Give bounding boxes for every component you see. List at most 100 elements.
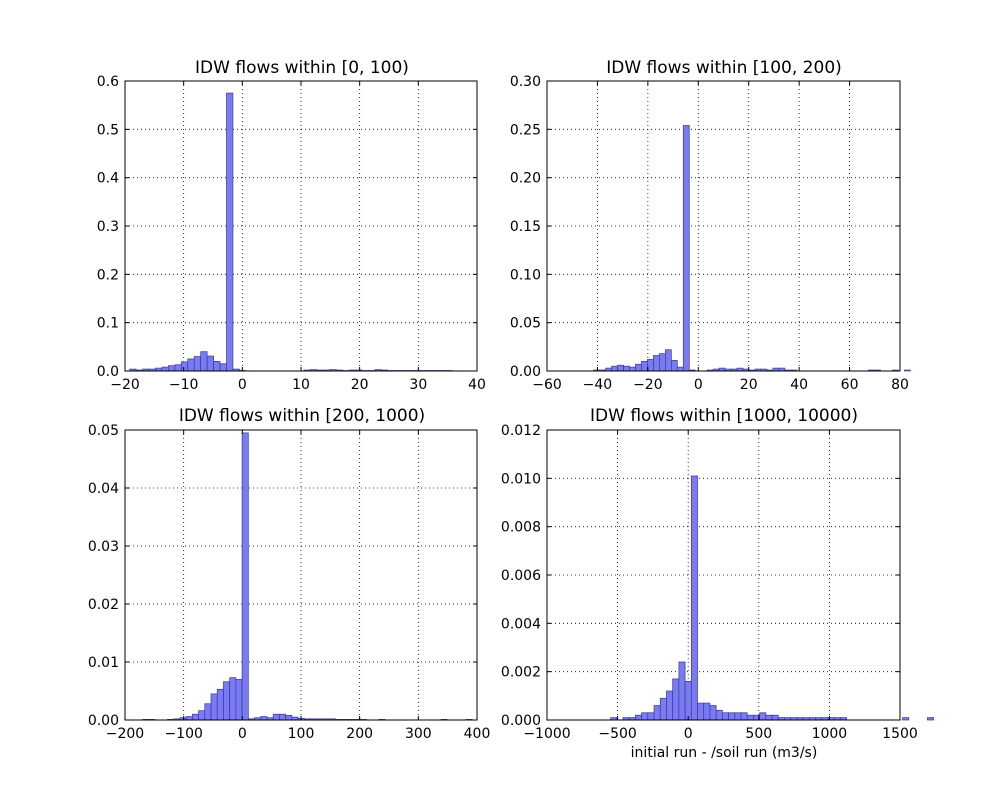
grid	[547, 81, 900, 371]
x-tick-label: −200	[106, 726, 144, 742]
histogram-bar	[198, 710, 206, 721]
histogram-bar	[722, 712, 729, 721]
histogram-bar	[285, 715, 293, 721]
histogram-bar	[219, 363, 227, 372]
histogram-bar	[734, 712, 742, 721]
histogram-bar	[161, 366, 169, 372]
histogram-bar	[611, 365, 618, 372]
x-tick-label: 200	[346, 726, 373, 742]
histogram-bar	[740, 712, 748, 721]
y-tick-label: 0.006	[501, 568, 541, 584]
histogram-bar	[771, 714, 779, 721]
x-tick-label: 1000	[812, 726, 848, 742]
histogram-bar	[180, 361, 189, 372]
x-tick-label: 40	[790, 377, 808, 393]
x-tick-label: 30	[409, 377, 427, 393]
histogram-bar	[187, 358, 195, 372]
histogram-bar	[260, 716, 268, 721]
x-tick-label: 0	[694, 377, 703, 393]
x-tick-label: −60	[532, 377, 562, 393]
histogram-bar	[670, 360, 678, 372]
x-tick-label: 1500	[882, 726, 918, 742]
histogram-bar	[666, 690, 674, 721]
grid	[547, 430, 900, 720]
histogram-bar	[665, 349, 672, 372]
histogram-bar	[759, 712, 767, 721]
histogram-bar	[715, 709, 723, 721]
y-tick-label: 0.5	[97, 122, 119, 138]
y-tick-label: 0.1	[97, 316, 119, 332]
bars	[593, 125, 911, 372]
x-tick-label: −1000	[523, 726, 570, 742]
x-tick-label: −40	[583, 377, 613, 393]
x-tick-label: −100	[164, 726, 202, 742]
y-tick-label: 0.004	[501, 616, 541, 632]
y-tick-label: 0.010	[501, 471, 541, 487]
y-tick-label: 0.0	[97, 364, 119, 380]
x-tick-label: 0	[238, 377, 247, 393]
histogram-bar	[185, 716, 193, 721]
x-tick-label: −20	[633, 377, 663, 393]
histogram-bar	[746, 714, 754, 721]
histogram-bar	[709, 705, 717, 721]
panel-flows-100-200: IDW flows within [100, 200) −60 −40 −20 0 20…	[510, 58, 911, 393]
histogram-bar	[765, 714, 773, 721]
histogram-bar	[703, 702, 711, 721]
ticks: −60 −40 −20 0 20 40 60 80 0.00 0.05 0.10 0.15 0.20 0.…	[510, 74, 909, 393]
histogram-bar	[192, 713, 199, 721]
x-tick-label: 10	[292, 377, 310, 393]
y-tick-label: 0.04	[88, 481, 119, 497]
x-tick-label: 20	[351, 377, 369, 393]
histogram-bar	[682, 125, 690, 372]
x-tick-label: 40	[468, 377, 486, 393]
histogram-bar	[168, 365, 176, 372]
y-tick-label: 0.00	[510, 364, 541, 380]
y-tick-label: 0.15	[510, 219, 541, 235]
axes-frame	[546, 429, 901, 721]
histogram-bar	[241, 432, 249, 721]
y-tick-label: 0.012	[501, 423, 541, 439]
histogram-bar	[210, 693, 218, 721]
y-tick-label: 0.01	[88, 655, 119, 671]
histogram-bar	[647, 712, 655, 721]
histogram-bar	[200, 351, 208, 372]
histogram-bar	[904, 369, 911, 372]
histogram-bar	[213, 360, 221, 372]
x-tick-label: 60	[841, 377, 859, 393]
y-tick-label: 0.2	[97, 267, 119, 283]
y-tick-label: 0.10	[510, 267, 541, 283]
axes-frame	[124, 429, 478, 721]
grid	[125, 81, 477, 371]
histogram-bar	[635, 363, 642, 372]
histogram-bar	[235, 679, 243, 721]
panel-title: IDW flows within [1000, 10000)	[590, 406, 858, 426]
histogram-bar	[272, 713, 280, 721]
bars	[610, 475, 934, 721]
panel-flows-1000-10000: IDW flows within [1000, 10000) initial r…	[501, 406, 934, 761]
ticks: −1000 −500 0 500 1000 1500 0.000 0.002 0.004 0.00…	[501, 423, 918, 742]
x-tick-label: 20	[740, 377, 758, 393]
histogram-bar	[659, 697, 667, 721]
y-tick-label: 0.002	[501, 665, 541, 681]
x-tick-label: 300	[405, 726, 432, 742]
panel-title: IDW flows within [0, 100)	[195, 58, 409, 78]
x-tick-label: 100	[288, 726, 315, 742]
histogram-bar	[653, 705, 661, 721]
histogram-bar	[697, 702, 705, 721]
x-tick-label: 500	[745, 726, 772, 742]
histogram-bar	[641, 712, 649, 721]
x-axis-label: initial run - /soil run (m3/s)	[631, 745, 818, 761]
y-tick-label: 0.20	[510, 171, 541, 187]
x-tick-label: −500	[598, 726, 636, 742]
panel-title: IDW flows within [100, 200)	[606, 58, 842, 78]
x-tick-label: −20	[110, 377, 140, 393]
histogram-bar	[629, 366, 636, 372]
histogram-bar	[623, 365, 630, 372]
histogram-bar	[684, 680, 692, 721]
x-tick-label: −10	[169, 377, 199, 393]
histogram-bar	[279, 713, 286, 721]
y-tick-label: 0.05	[88, 423, 119, 439]
grid	[125, 430, 477, 720]
bars	[142, 432, 473, 721]
histogram-bar	[226, 92, 234, 372]
